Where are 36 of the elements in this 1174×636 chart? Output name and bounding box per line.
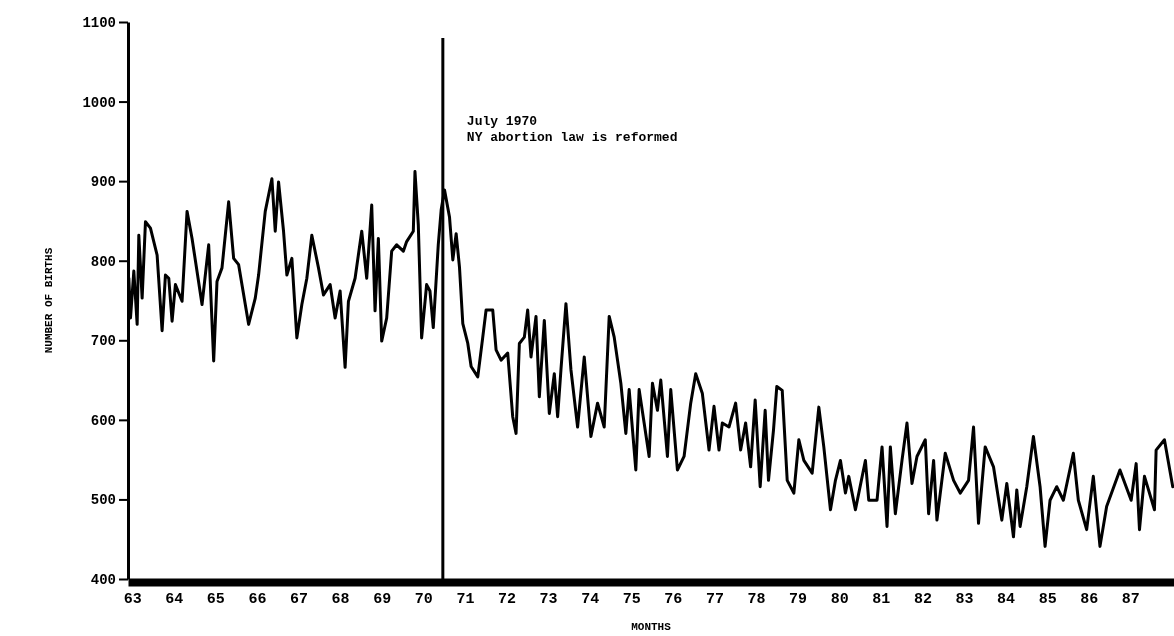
x-tick-label: 72 (497, 590, 516, 608)
x-tick-label: 66 (248, 590, 267, 608)
y-tick-label: 900 (90, 174, 116, 191)
x-axis-title: MONTHS (631, 621, 672, 633)
x-tick-label: 86 (1080, 590, 1099, 608)
y-tick-label: 700 (90, 333, 116, 350)
ref-line-label: July 1970 NY abortion law is reformed (466, 114, 678, 145)
x-tick-label: 69 (373, 590, 392, 608)
x-tick-label: 64 (165, 590, 184, 608)
x-tick-label: 65 (206, 590, 225, 608)
x-tick-label: 81 (872, 590, 891, 608)
x-tick-label: 83 (955, 590, 974, 608)
x-tick-label: 71 (456, 590, 475, 608)
x-tick-label: 87 (1121, 590, 1140, 608)
x-tick-label: 79 (789, 590, 808, 608)
x-tick-label: 76 (664, 590, 683, 608)
x-tick-label: 70 (414, 590, 433, 608)
x-tick-label: 78 (747, 590, 766, 608)
x-tick-label: 74 (581, 590, 600, 608)
x-tick-label: 63 (123, 590, 142, 608)
x-tick-label: 84 (997, 590, 1016, 608)
x-tick-label: 73 (539, 590, 558, 608)
y-tick-label: 800 (90, 253, 116, 270)
x-tick-label: 82 (913, 590, 932, 608)
x-tick-label: 80 (830, 590, 849, 608)
y-tick-label: 500 (90, 492, 116, 509)
y-tick-label: 400 (90, 571, 116, 588)
y-tick-label: 1100 (82, 14, 116, 31)
x-tick-label: 85 (1038, 590, 1057, 608)
y-tick-label: 1000 (82, 94, 116, 111)
x-tick-label: 75 (622, 590, 641, 608)
x-tick-label: 68 (331, 590, 350, 608)
x-tick-label: 77 (705, 590, 724, 608)
x-tick-label: 67 (290, 590, 309, 608)
y-axis-title: NUMBER OF BIRTHS (43, 247, 55, 354)
y-tick-label: 600 (90, 412, 116, 429)
